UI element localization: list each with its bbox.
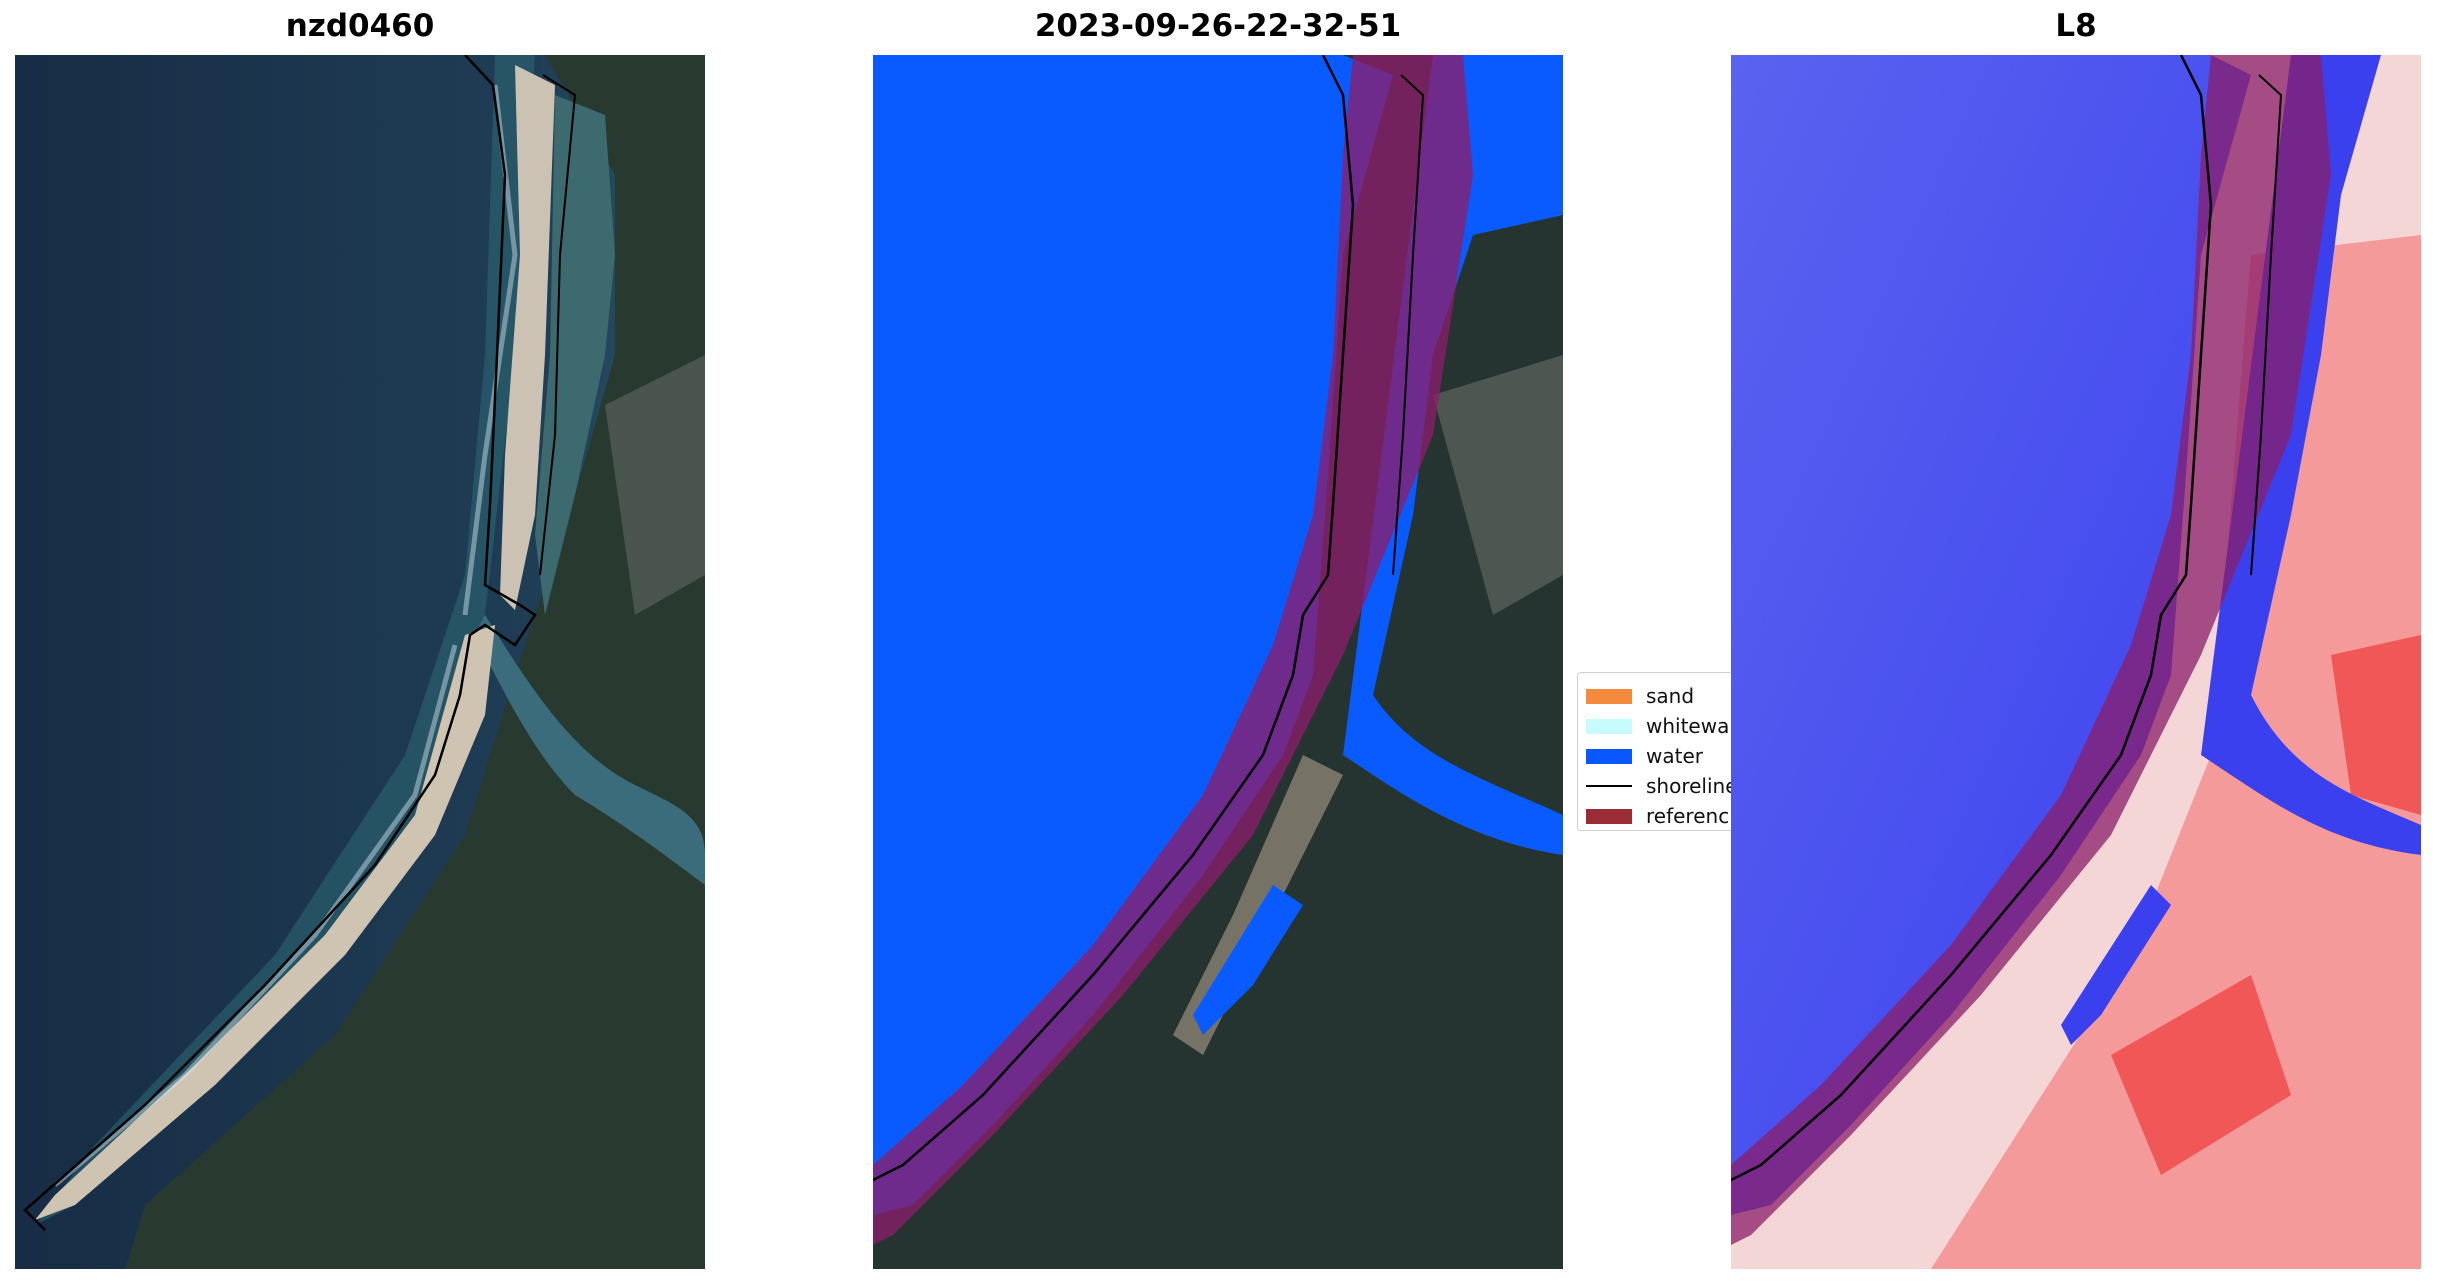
legend-label: shoreline [1646,774,1738,798]
sand-swatch [1586,688,1632,704]
shoreline-line [23,55,537,1231]
shoreline-line [1731,55,2213,1182]
legend-item-sand: sand [1586,683,1694,709]
legend: sand whitewa water shoreline referenc [1577,672,1739,831]
panel-title-index: L8 [2055,8,2097,44]
index-panel [1731,55,2421,1269]
legend-label: sand [1646,684,1695,708]
legend-item-reference: referenc [1586,803,1729,829]
water-index-area [1731,55,2251,1215]
reference-shoreline-band [1731,55,2331,1245]
whitewater-swatch [1586,718,1632,734]
shoreline-line [873,55,1355,1182]
legend-label: whitewa [1646,714,1730,738]
water-swatch [1586,748,1632,764]
classification-panel [873,55,1563,1269]
reference-swatch [1586,808,1632,824]
panel-title-rgb: nzd0460 [285,8,435,44]
land-area [125,55,705,1269]
legend-label: water [1646,744,1703,768]
classification-image [873,55,1563,1269]
legend-item-whitewater: whitewa [1586,713,1729,739]
reference-shoreline-band [873,55,1473,1245]
rgb-image-panel [15,55,705,1269]
rgb-satellite-image [15,55,705,1269]
legend-item-shoreline: shoreline [1586,773,1738,799]
l8-index-image [1731,55,2421,1269]
panel-title-classification: 2023-09-26-22-32-51 [1034,8,1402,44]
legend-item-water: water [1586,743,1703,769]
shoreline-swatch [1586,785,1632,787]
legend-label: referenc [1646,804,1730,828]
water-class-area [873,55,1393,1215]
sand-spit-north [500,65,555,610]
